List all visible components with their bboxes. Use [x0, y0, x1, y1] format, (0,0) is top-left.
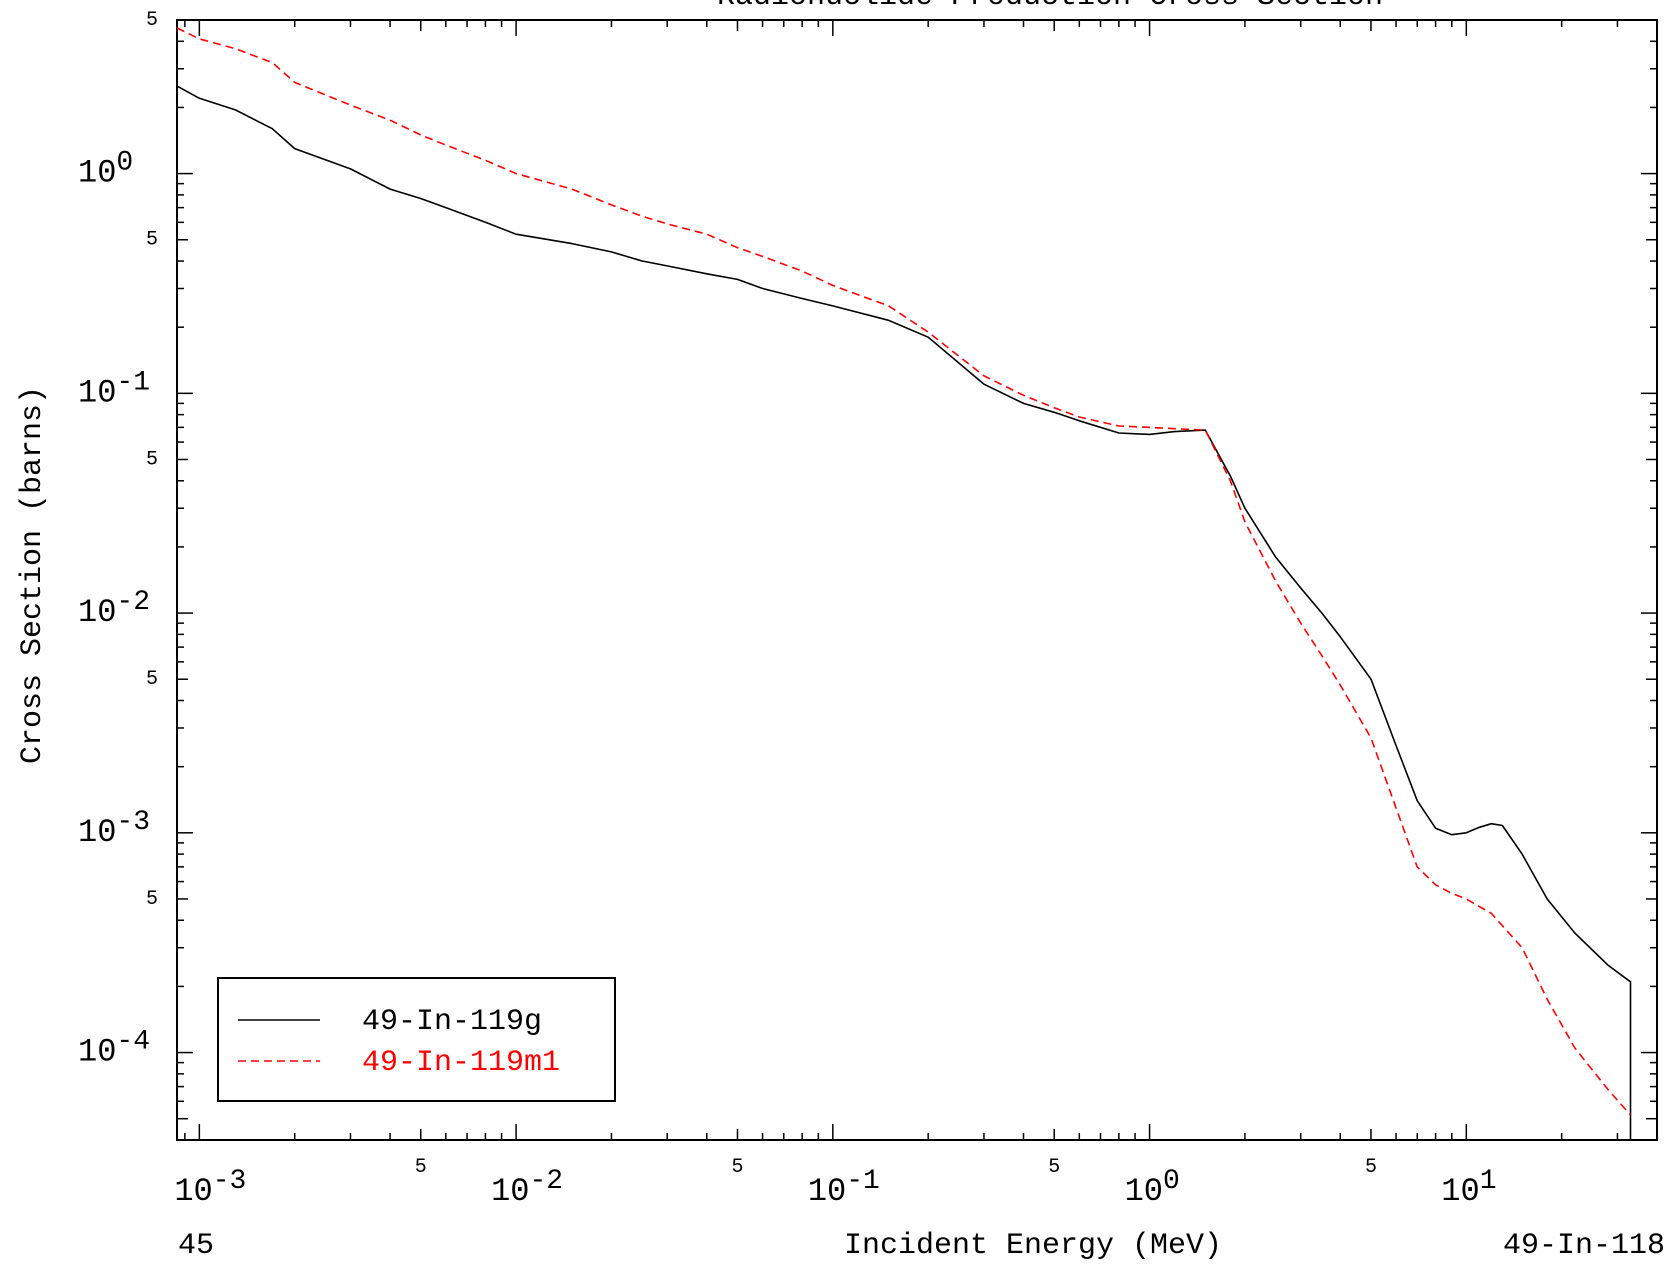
y-tick-label: 100 [78, 148, 133, 192]
plot-area [176, 19, 1658, 1141]
x-axis-label: Incident Energy (MeV) [844, 1229, 1222, 1263]
chart-title: Radionuclide Production Cross Section [717, 0, 1383, 14]
y-minor-tick-label: 5 [146, 448, 158, 471]
y-tick-label: 10-1 [78, 367, 150, 411]
x-axis-ticks [184, 20, 1658, 1140]
series-line-in-119m1 [176, 27, 1632, 1116]
x-axis-tick-labels: 10-3 10-2 10-1 100 101 5 5 5 5 [174, 1156, 1496, 1210]
footer-right-label: 49-In-118 [1503, 1229, 1665, 1263]
y-minor-tick-label: 5 [146, 888, 158, 911]
x-minor-tick-label: 5 [415, 1156, 427, 1179]
y-minor-tick-label: 5 [146, 9, 158, 32]
legend: 49-In-119g 49-In-119m1 [217, 977, 616, 1102]
y-axis-label: Cross Section (barns) [16, 386, 50, 764]
y-minor-tick-label: 5 [146, 229, 158, 252]
legend-label-in-119g: 49-In-119g [362, 1005, 542, 1039]
x-tick-label: 101 [1441, 1166, 1496, 1210]
x-tick-label: 10-3 [174, 1166, 246, 1210]
plot-frame [176, 19, 1658, 1141]
x-minor-tick-label: 5 [731, 1156, 743, 1179]
y-axis-ticks [177, 19, 1657, 1141]
x-minor-tick-label: 5 [1365, 1156, 1377, 1179]
x-tick-label: 100 [1125, 1166, 1180, 1210]
legend-label-in-119m1: 49-In-119m1 [362, 1046, 560, 1080]
x-minor-tick-label: 5 [1048, 1156, 1060, 1179]
series-layer [176, 27, 1632, 1140]
x-tick-label: 10-2 [491, 1166, 563, 1210]
x-tick-label: 10-1 [808, 1166, 880, 1210]
y-axis-tick-labels: 100 10-1 10-2 10-3 10-4 5 5 5 5 5 [78, 9, 158, 1071]
y-tick-label: 10-3 [78, 807, 150, 851]
series-line-in-119g [176, 85, 1632, 1140]
legend-box [217, 977, 616, 1102]
footer-left-label: 45 [178, 1229, 214, 1263]
y-tick-label: 10-2 [78, 587, 150, 631]
y-tick-label: 10-4 [78, 1027, 150, 1071]
y-minor-tick-label: 5 [146, 668, 158, 691]
